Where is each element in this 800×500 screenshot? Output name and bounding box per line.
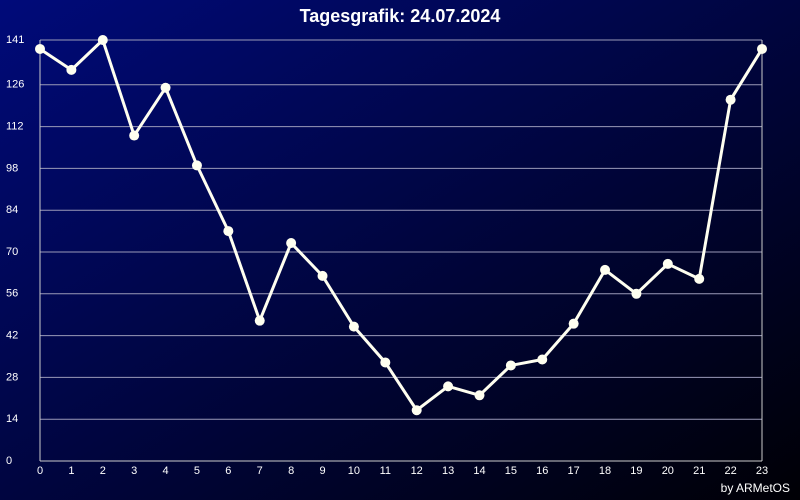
data-point xyxy=(725,94,736,105)
data-point xyxy=(411,405,422,416)
data-point xyxy=(254,315,265,326)
x-tick-label: 7 xyxy=(257,465,263,477)
data-point xyxy=(35,43,45,54)
data-point xyxy=(380,357,391,368)
data-point xyxy=(600,264,611,275)
x-tick-label: 4 xyxy=(163,465,169,477)
x-tick-label: 8 xyxy=(288,465,294,477)
x-tick-label: 15 xyxy=(505,465,517,477)
x-tick-label: 11 xyxy=(380,465,391,477)
x-tick-label: 1 xyxy=(68,465,74,477)
x-tick-label: 2 xyxy=(100,465,106,477)
data-point xyxy=(537,354,548,365)
x-tick-label: 9 xyxy=(319,465,325,477)
data-point xyxy=(631,288,642,299)
y-tick-label: 70 xyxy=(6,246,18,258)
x-tick-label: 20 xyxy=(662,465,674,477)
y-tick-label: 84 xyxy=(6,204,18,216)
data-point xyxy=(568,318,579,329)
data-point xyxy=(757,43,767,54)
x-tick-label: 16 xyxy=(536,465,548,477)
data-point xyxy=(505,360,516,371)
x-tick-label: 10 xyxy=(348,465,360,477)
y-tick-label: 112 xyxy=(6,120,24,132)
data-point xyxy=(662,258,673,269)
data-point xyxy=(129,130,140,141)
y-tick-label: 56 xyxy=(6,288,18,300)
data-point xyxy=(474,390,485,401)
y-tick-label: 126 xyxy=(6,79,24,91)
y-tick-label: 141 xyxy=(6,34,24,46)
x-tick-label: 21 xyxy=(693,465,705,477)
data-point xyxy=(443,381,454,392)
data-point xyxy=(223,226,234,237)
x-tick-label: 5 xyxy=(194,465,200,477)
x-tick-label: 17 xyxy=(568,465,580,477)
x-tick-label: 19 xyxy=(630,465,642,477)
x-tick-label: 0 xyxy=(37,465,43,477)
y-tick-label: 42 xyxy=(6,330,18,342)
data-point xyxy=(66,64,77,75)
x-tick-label: 23 xyxy=(756,465,768,477)
data-point xyxy=(317,270,328,281)
x-tick-label: 13 xyxy=(442,465,454,477)
data-point xyxy=(348,321,359,332)
x-tick-label: 18 xyxy=(599,465,611,477)
x-tick-label: 6 xyxy=(225,465,231,477)
credit: by ARMetOS xyxy=(721,481,790,495)
y-tick-label: 0 xyxy=(6,455,12,467)
chart-title: Tagesgrafik: 24.07.2024 xyxy=(300,6,501,26)
series-line xyxy=(39,38,764,412)
data-point xyxy=(160,82,171,93)
y-tick-label: 14 xyxy=(6,413,18,425)
x-tick-label: 22 xyxy=(724,465,736,477)
y-tick-label: 98 xyxy=(6,162,18,174)
y-tick-label: 28 xyxy=(6,371,18,383)
data-point xyxy=(694,273,705,284)
data-point xyxy=(191,160,202,171)
x-tick-label: 14 xyxy=(473,465,485,477)
x-tick-label: 12 xyxy=(411,465,423,477)
data-point xyxy=(97,35,108,45)
data-point xyxy=(286,238,297,249)
x-tick-label: 3 xyxy=(131,465,137,477)
